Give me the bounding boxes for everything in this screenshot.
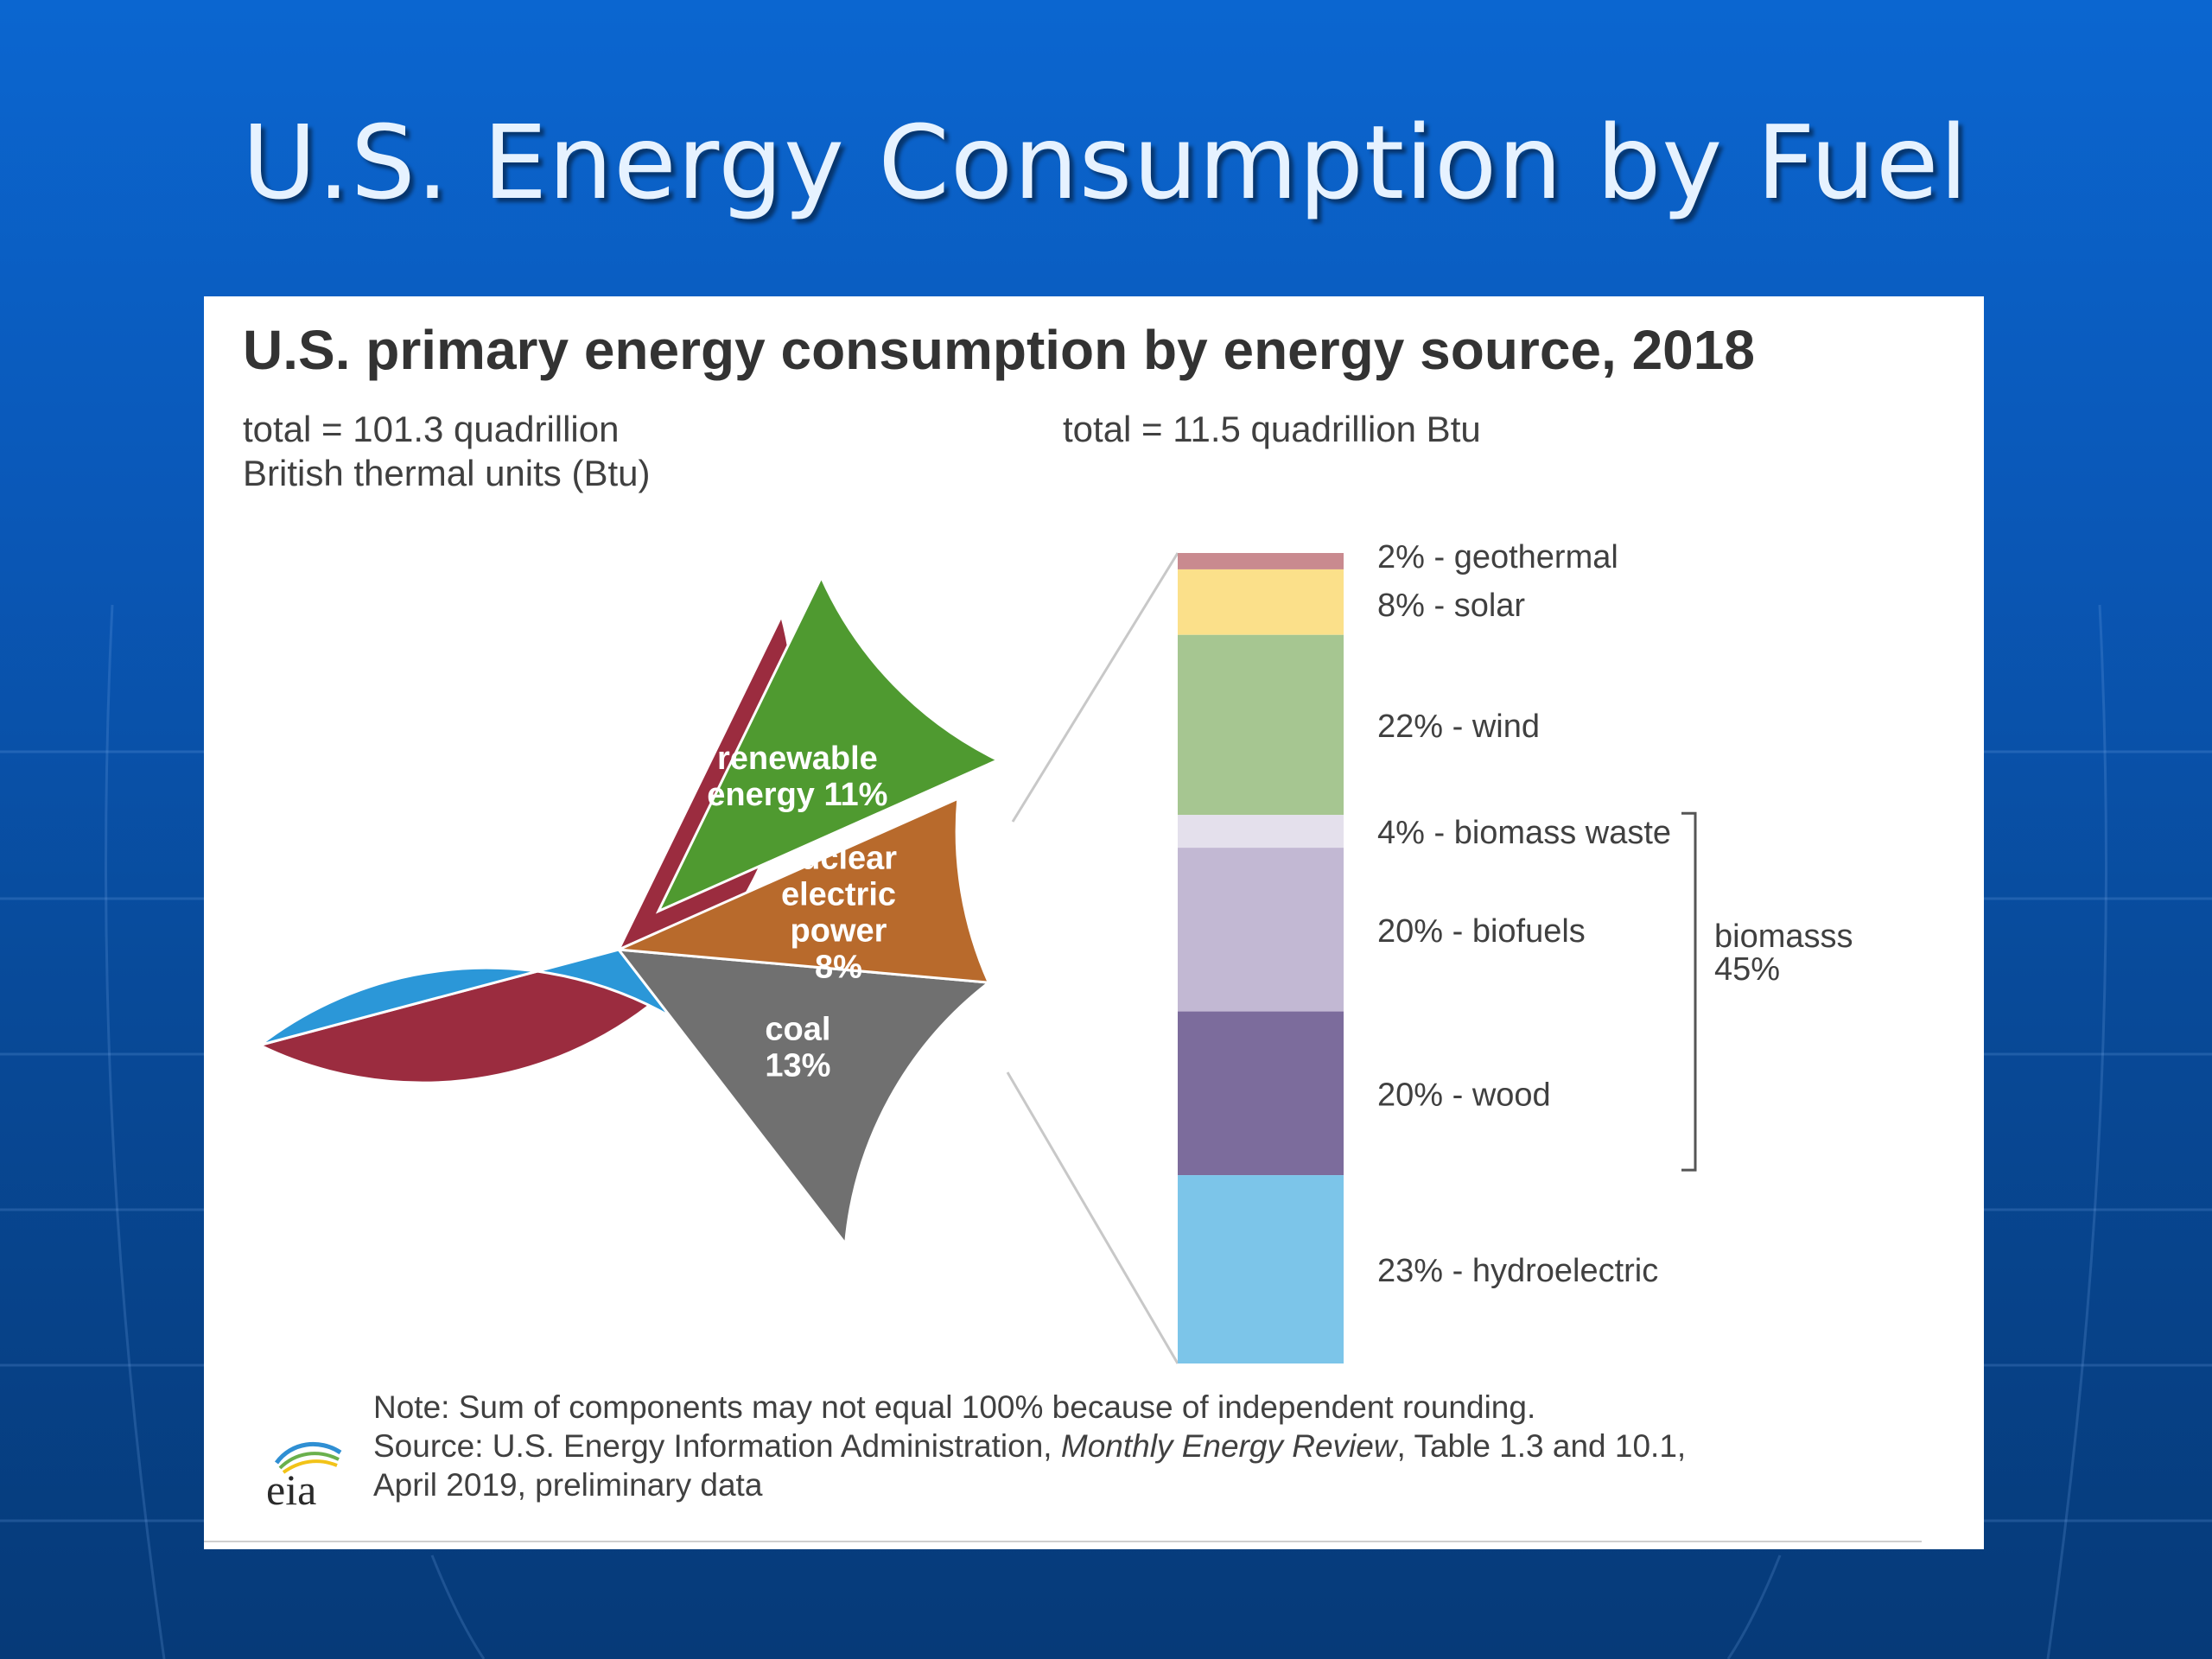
- biomass-bracket: [1681, 811, 1697, 1172]
- pie-label-line: 8%: [815, 950, 862, 986]
- eia-logo-icon: eia: [266, 1441, 342, 1508]
- pie-label-line: 31%: [510, 1193, 575, 1230]
- pie-label-line: electric: [781, 877, 896, 913]
- bar-segment-geothermal: [1178, 553, 1344, 569]
- eia-logo-text: eia: [266, 1465, 316, 1508]
- connector-line-bottom: [1006, 1071, 1179, 1364]
- pie-label-line: power: [791, 913, 887, 950]
- bar-segment-biofuels: [1178, 848, 1344, 1012]
- pie-label-petroleum: petroleum 36%: [454, 810, 613, 882]
- chart-note: Note: Sum of components may not equal 10…: [373, 1388, 1686, 1504]
- pie-subtitle-line-1: total = 101.3 quadrillion: [243, 409, 620, 449]
- pie-label-line: petroleum: [454, 810, 613, 846]
- pie-label-line: 36%: [501, 846, 567, 882]
- pie-label-line: natural: [487, 1121, 597, 1157]
- chart-canvas: petroleum 36%natural gas 31%coal 13%nuclear e…: [256, 539, 1853, 1364]
- bar-segment-hydroelectric: [1178, 1175, 1344, 1363]
- bar-segment-solar: [1178, 569, 1344, 635]
- source-publication: Monthly Energy Review: [1060, 1428, 1397, 1464]
- source-date-line: April 2019, preliminary data: [373, 1467, 763, 1503]
- bar-label-biomass-waste: 4% - biomass waste: [1377, 815, 1671, 851]
- biomass-group-label-line: biomasss: [1714, 918, 1853, 955]
- biomass-group-label-line: 45%: [1714, 951, 1780, 988]
- pie-label-renewable-energy: renewable energy 11%: [707, 741, 887, 813]
- pie-slice-nuclear-electric-power: [613, 796, 991, 984]
- source-prefix: Source: U.S. Energy Information Administ…: [373, 1428, 1061, 1464]
- biomass-group-label: biomasss 45%: [1714, 918, 1853, 988]
- pie-label-line: energy 11%: [707, 777, 887, 813]
- bar-segment-biomass-waste: [1178, 815, 1344, 849]
- bar-label-geothermal: 2% - geothermal: [1377, 539, 1618, 575]
- bar-label-wind: 22% - wind: [1377, 709, 1540, 745]
- pie-subtitle: total = 101.3 quadrillion British therma…: [243, 407, 650, 495]
- bar-segment-wind: [1178, 634, 1344, 816]
- bar-label-solar: 8% - solar: [1377, 588, 1525, 624]
- bar-label-hydroelectric: 23% - hydroelectric: [1377, 1253, 1658, 1289]
- chart-panel: U.S. primary energy consumption by energ…: [204, 296, 1984, 1549]
- source-suffix: , Table 1.3 and 10.1,: [1396, 1428, 1687, 1464]
- connector-line-top: [1011, 552, 1179, 823]
- chart-title: U.S. primary energy consumption by energ…: [243, 319, 1755, 381]
- bar-subtitle: total = 11.5 quadrillion Btu: [1063, 409, 1481, 449]
- pie-slice-renewable-energy: [655, 574, 1001, 914]
- bar-label-biofuels: 20% - biofuels: [1377, 913, 1586, 950]
- bar-segment-wood: [1178, 1011, 1344, 1176]
- footer-divider: [204, 1541, 1922, 1542]
- pie-label-natural-gas: natural gas 31%: [487, 1121, 597, 1230]
- pie-label-line: gas: [514, 1157, 570, 1193]
- pie-label-line: coal: [765, 1012, 830, 1048]
- pie-slice-coal: [615, 948, 993, 1248]
- note-line: Note: Sum of components may not equal 10…: [373, 1389, 1536, 1425]
- slide-title: U.S. Energy Consumption by Fuel: [242, 103, 1969, 222]
- pie-label-line: 13%: [765, 1048, 830, 1084]
- pie-label-line: renewable: [717, 741, 878, 777]
- pie-subtitle-line-2: British thermal units (Btu): [243, 453, 651, 493]
- pie-label-coal: coal 13%: [765, 1012, 830, 1084]
- source-line: Source: U.S. Energy Information Administ…: [373, 1427, 1686, 1465]
- bar-label-wood: 20% - wood: [1377, 1077, 1551, 1113]
